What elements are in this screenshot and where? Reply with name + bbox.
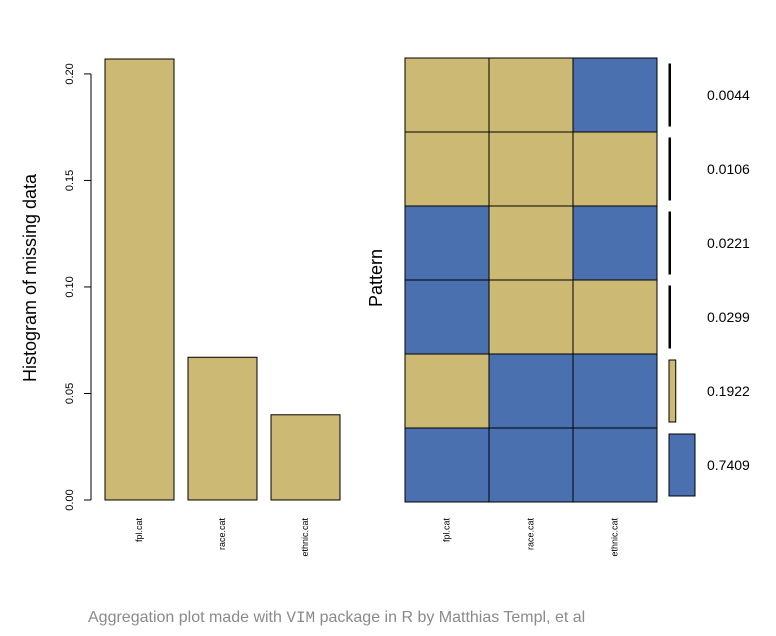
histogram-y-ticks: 0.00 0.05 0.10 0.15 0.20 <box>64 63 91 511</box>
histogram-bars <box>104 58 341 501</box>
pattern-proportion-bar <box>668 137 671 201</box>
caption-text-after: package in R by Matthias Templ, et al <box>315 609 586 626</box>
pattern-cell-missing <box>404 279 490 355</box>
pattern-proportion-bar <box>668 285 671 349</box>
histogram-y-tick-label: 0.00 <box>64 489 76 510</box>
pattern-cell-missing <box>488 353 574 429</box>
pattern-column-label: fpl.cat <box>441 518 451 543</box>
pattern-cell-observed <box>404 57 490 133</box>
pattern-proportion-bar <box>668 63 671 127</box>
pattern-cell-missing <box>572 353 658 429</box>
figure-caption: Aggregation plot made with VIM package i… <box>88 609 585 627</box>
pattern-column-label: ethnic.cat <box>609 518 619 557</box>
histogram-y-axis-label: Histogram of missing data <box>20 173 40 382</box>
histogram-category-label: fpl.cat <box>134 518 144 543</box>
histogram-y-tick-label: 0.20 <box>64 63 76 84</box>
histogram-y-tick-label: 0.05 <box>64 383 76 404</box>
histogram-category-labels: fpl.cat race.cat ethnic.cat <box>134 518 310 557</box>
pattern-proportion-label: 0.7409 <box>707 457 750 473</box>
histogram-bar-race-cat <box>187 356 258 501</box>
pattern-y-axis-label: Pattern <box>366 249 386 307</box>
pattern-proportion-bar <box>668 359 677 423</box>
missing-data-histogram: Histogram of missing data 0.000.050.100.… <box>20 58 341 557</box>
pattern-proportion-label: 0.0106 <box>707 161 750 177</box>
histogram-y-tick-label: 0.10 <box>64 276 76 297</box>
pattern-cell-observed <box>404 353 490 429</box>
pattern-cell-observed <box>572 279 658 355</box>
pattern-proportion-bar <box>668 433 696 497</box>
pattern-column-labels: fpl.cat race.cat ethnic.cat <box>441 518 619 557</box>
pattern-proportion-bars <box>668 63 696 497</box>
missing-pattern-grid: Pattern 0.00440.01060.02210.02990.19220.… <box>366 57 750 557</box>
pattern-proportion-label: 0.0221 <box>707 235 750 251</box>
histogram-category-label: ethnic.cat <box>300 518 310 557</box>
caption-package-name: VIM <box>286 609 316 627</box>
pattern-proportion-label: 0.1922 <box>707 383 750 399</box>
histogram-y-tick-label: 0.15 <box>64 170 76 191</box>
pattern-cell-missing <box>572 427 658 503</box>
pattern-cell-observed <box>488 57 574 133</box>
pattern-proportion-label: 0.0299 <box>707 309 750 325</box>
pattern-proportion-bar <box>668 211 671 275</box>
pattern-cell-observed <box>488 279 574 355</box>
pattern-cell-observed <box>572 131 658 207</box>
histogram-category-label: race.cat <box>217 518 227 551</box>
pattern-cell-observed <box>488 131 574 207</box>
pattern-cell-missing <box>572 57 658 133</box>
pattern-proportion-labels: 0.0044 0.0106 0.0221 0.0299 0.1922 0.7409 <box>707 87 750 473</box>
pattern-cell-observed <box>404 131 490 207</box>
pattern-cell-missing <box>572 205 658 281</box>
pattern-cell-missing <box>404 427 490 503</box>
pattern-cell-observed <box>488 205 574 281</box>
caption-text-before: Aggregation plot made with <box>88 609 287 626</box>
histogram-bar-fpl-cat <box>104 58 175 501</box>
pattern-cells <box>404 57 658 503</box>
pattern-cell-missing <box>488 427 574 503</box>
pattern-column-label: race.cat <box>525 518 535 551</box>
pattern-cell-missing <box>404 205 490 281</box>
histogram-bar-ethnic-cat <box>270 414 341 501</box>
pattern-proportion-label: 0.0044 <box>707 87 750 103</box>
